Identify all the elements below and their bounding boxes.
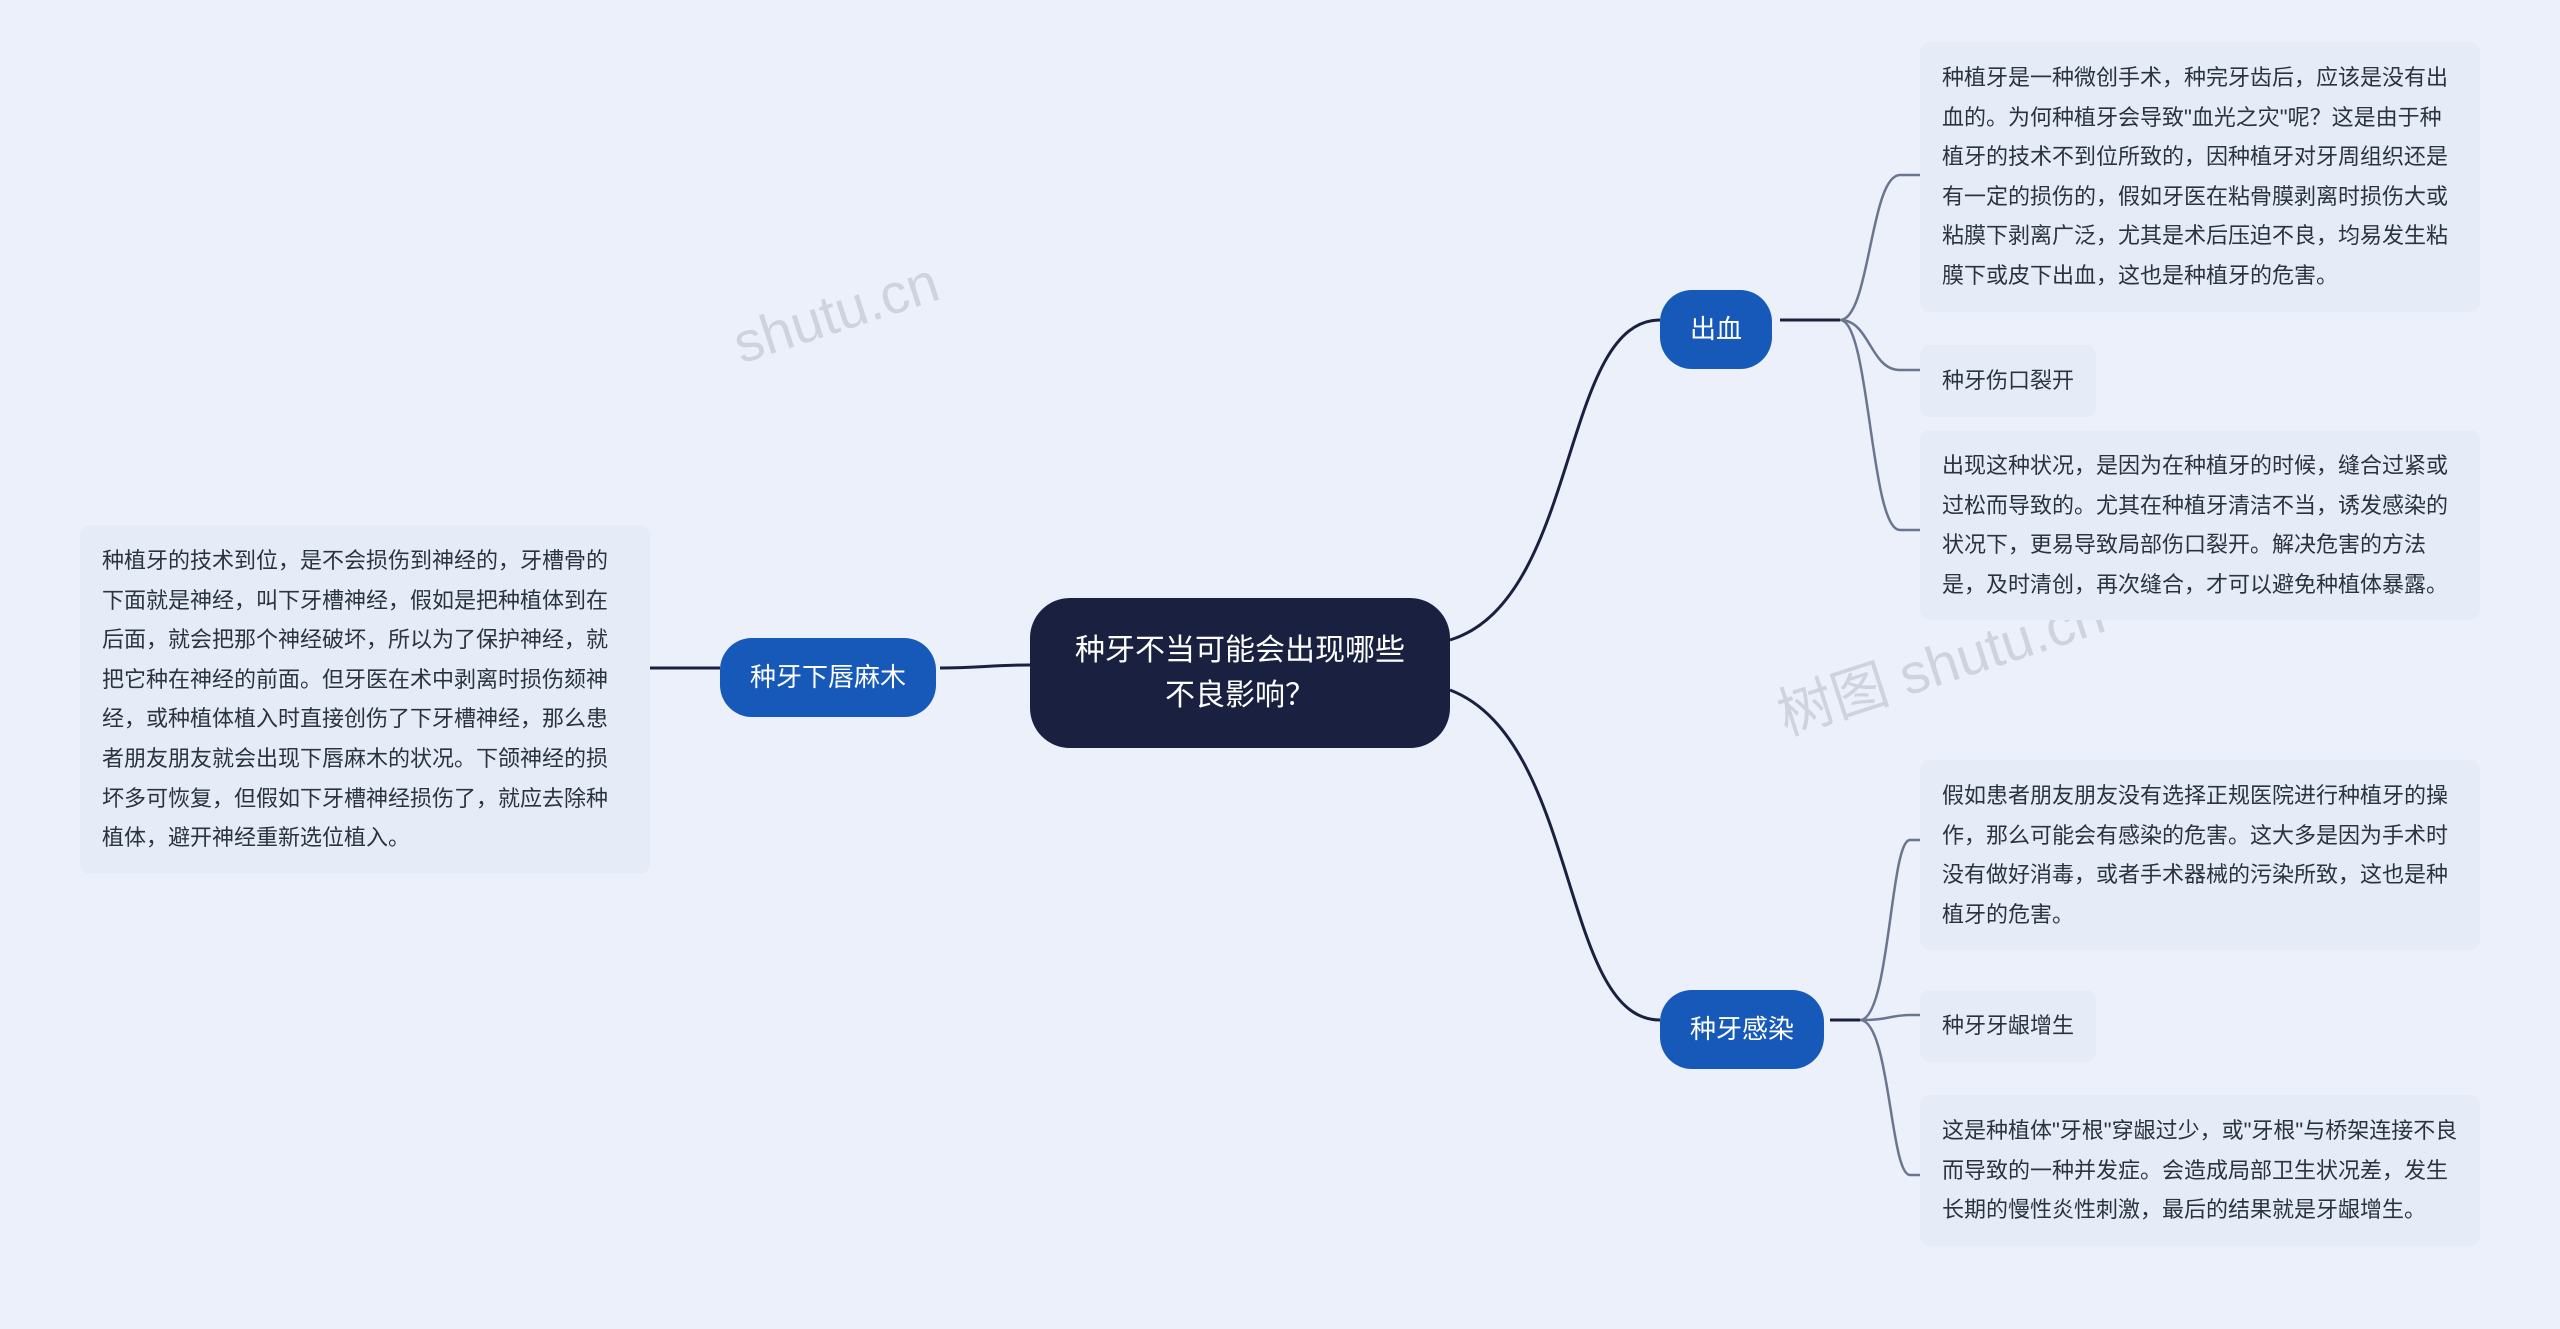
leaf-lower-lip-numbness-desc: 种植牙的技术到位，是不会损伤到神经的，牙槽骨的下面就是神经，叫下牙槽神经，假如是… xyxy=(80,525,650,874)
leaf-wound-dehiscence-title: 种牙伤口裂开 xyxy=(1920,345,2096,417)
mindmap-root[interactable]: 种牙不当可能会出现哪些 不良影响？ xyxy=(1030,598,1450,748)
leaf-gingival-hyperplasia-title: 种牙牙龈增生 xyxy=(1920,990,2096,1062)
root-line2: 不良影响？ xyxy=(1070,673,1410,718)
leaf-infection-desc: 假如患者朋友朋友没有选择正规医院进行种植牙的操作，那么可能会有感染的危害。这大多… xyxy=(1920,760,2480,950)
branch-bleeding[interactable]: 出血 xyxy=(1660,290,1772,369)
leaf-wound-dehiscence-desc: 出现这种状况，是因为在种植牙的时候，缝合过紧或过松而导致的。尤其在种植牙清洁不当… xyxy=(1920,430,2480,620)
branch-lower-lip-numbness[interactable]: 种牙下唇麻木 xyxy=(720,638,936,717)
leaf-bleeding-desc: 种植牙是一种微创手术，种完牙齿后，应该是没有出血的。为何种植牙会导致"血光之灾"… xyxy=(1920,42,2480,312)
watermark-a: shutu.cn xyxy=(725,249,946,376)
branch-infection[interactable]: 种牙感染 xyxy=(1660,990,1824,1069)
leaf-gingival-hyperplasia-desc: 这是种植体"牙根"穿龈过少，或"牙根"与桥架连接不良而导致的一种并发症。会造成局… xyxy=(1920,1095,2480,1246)
root-line1: 种牙不当可能会出现哪些 xyxy=(1070,628,1410,673)
